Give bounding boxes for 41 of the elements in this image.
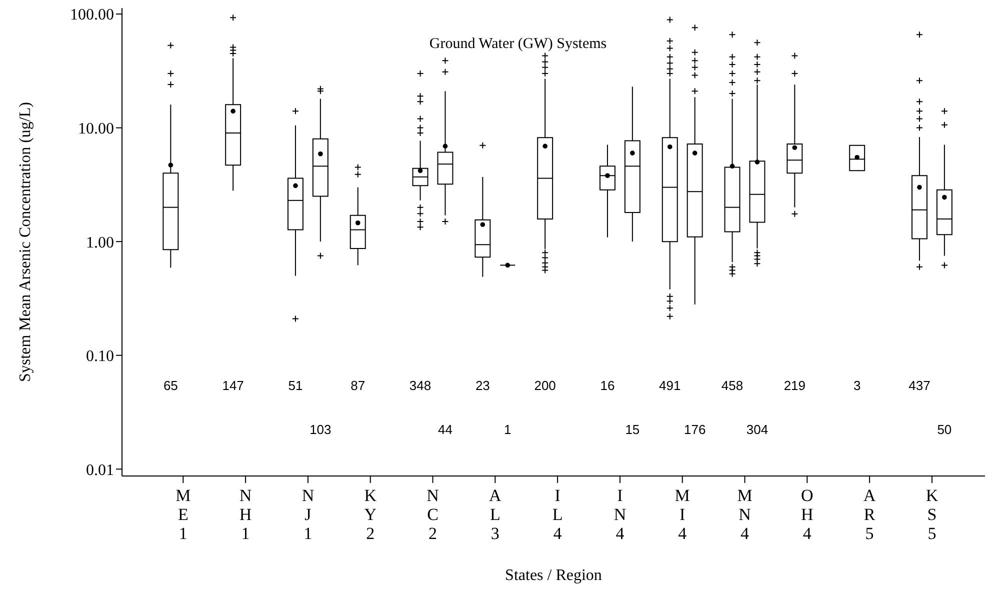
annotation: 23 [475,378,490,393]
annotation: 1 [504,422,512,437]
x-tick-label: A R 5 [863,486,876,543]
annotation: 348 [409,378,432,393]
x-tick-label: I N 4 [614,486,626,543]
annotation: 219 [784,378,806,393]
x-tick-label: O H 4 [801,486,814,543]
y-tick-label: 0.10 [86,348,114,366]
text: Ground Water (GW) Systems [428,36,608,53]
annotation: 16 [600,378,615,393]
y-tick-label: 1.00 [86,234,114,252]
annotation: 147 [222,378,244,393]
annotation: 491 [659,378,681,393]
x-tick-label: A L 3 [489,486,502,543]
annotation: 15 [625,422,640,437]
y-tick-label: 10.00 [78,120,114,138]
y-axis-title: System Mean Arsenic Concentration (ug/L) [17,102,34,382]
annotation: 437 [908,378,930,393]
x-tick-label: K Y 2 [364,486,378,543]
annotation: 304 [746,422,768,437]
x-tick-label: M N 4 [737,486,752,543]
x-tick-label: M E 1 [176,486,191,543]
x-axis-title: States / Region [505,567,602,584]
x-tick-label: N J 1 [302,486,314,543]
annotation: 44 [438,422,452,437]
annotation: 50 [937,422,952,437]
annotation: 176 [684,422,706,437]
x-tick-label: N H 1 [239,486,252,543]
x-tick-label: N C 2 [426,486,439,543]
x-tick-label: M I 4 [674,486,690,543]
annotation: 65 [163,378,178,393]
annotation: 51 [288,378,303,393]
annotation: 103 [310,422,332,437]
annotation: 200 [534,378,556,393]
x-tick-label: K S 5 [926,486,939,543]
annotation: 87 [350,378,366,393]
y-tick-label: 0.01 [86,462,114,479]
x-tick-label: I L 4 [552,486,563,543]
annotation: 458 [721,378,744,393]
annotation: 3 [853,378,861,393]
y-tick-label: 100.00 [70,6,114,24]
